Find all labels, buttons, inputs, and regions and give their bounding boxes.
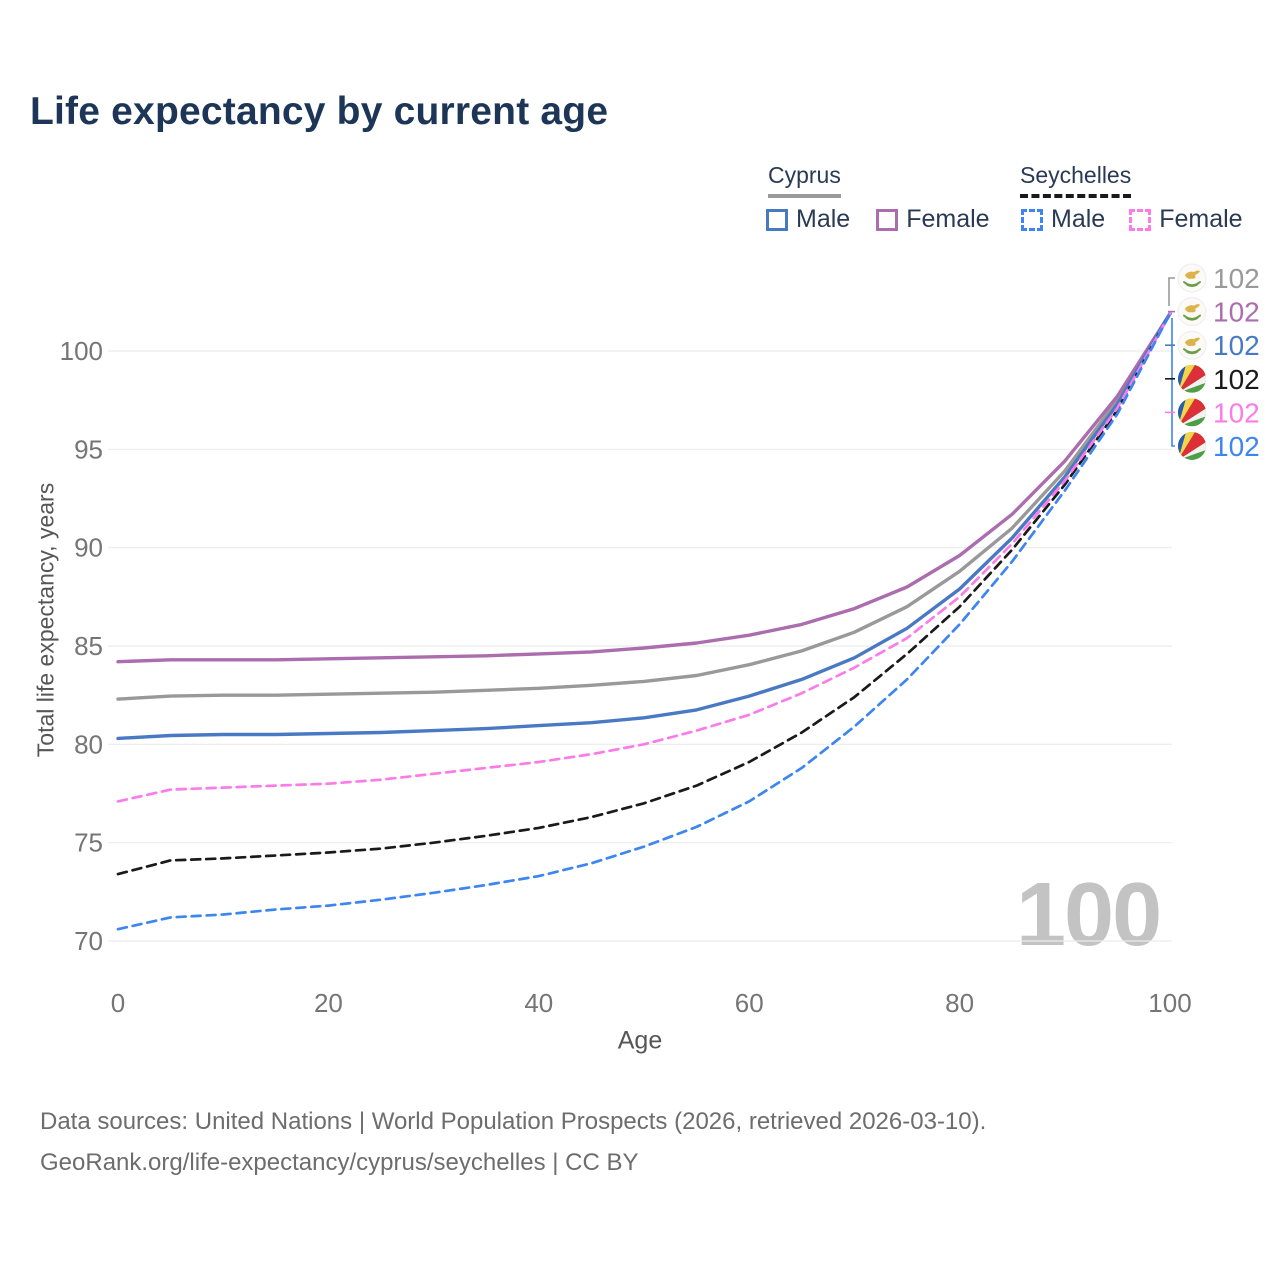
legend-group-seychelles-label: Seychelles: [1020, 162, 1132, 188]
footer-attribution: GeoRank.org/life-expectancy/cyprus/seych…: [40, 1149, 639, 1176]
series-line-cyprus-male[interactable]: [116, 311, 1172, 741]
seychelles-flag-icon: [1178, 432, 1206, 460]
legend-group-cyprus-label: Cyprus: [768, 162, 841, 188]
seychelles-male-swatch-icon: [1021, 208, 1043, 231]
end-label-2[interactable]: 102: [1177, 330, 1260, 361]
legend-item-seychelles-female[interactable]: Female: [1129, 205, 1243, 234]
series-line-cyprus-female[interactable]: [116, 311, 1172, 664]
x-axis-title: Age: [617, 1026, 663, 1055]
legend-item-cyprus-female[interactable]: Female: [876, 205, 990, 234]
legend-group-cyprus[interactable]: Cyprus: [768, 162, 841, 198]
cyprus-flag-icon: [1177, 263, 1207, 293]
x-tick-60: 60: [735, 988, 764, 1018]
end-label-value-3: 102: [1213, 364, 1260, 395]
cyprus-flag-icon: [1177, 296, 1207, 327]
cyprus-male-swatch-icon: [766, 208, 788, 231]
seychelles-flag-icon: [1178, 398, 1206, 426]
series-line-seychelles-total[interactable]: [116, 312, 1172, 876]
legend-item-cyprus-male-label: Male: [796, 205, 851, 233]
x-tick-0: 0: [111, 988, 125, 1018]
legend-item-cyprus-male[interactable]: Male: [766, 205, 850, 234]
y-tick-100: 100: [60, 336, 103, 366]
legend-group-seychelles[interactable]: Seychelles: [1020, 162, 1132, 198]
y-tick-95: 95: [74, 434, 103, 464]
seychelles-flag-icon: [1178, 365, 1206, 393]
legend-item-seychelles-male-label: Male: [1051, 205, 1106, 233]
series-line-seychelles-male[interactable]: [116, 312, 1172, 931]
y-tick-70: 70: [74, 926, 103, 956]
end-label-value-2: 102: [1213, 330, 1260, 361]
end-label-5[interactable]: 102: [1178, 431, 1260, 462]
y-tick-90: 90: [74, 533, 103, 563]
end-label-1[interactable]: 102: [1177, 296, 1260, 328]
legend-item-seychelles-male[interactable]: Male: [1021, 205, 1105, 234]
series-line-cyprus-total[interactable]: [116, 311, 1172, 701]
page-title: Life expectancy by current age: [30, 90, 609, 133]
legend-item-seychelles-female-label: Female: [1159, 205, 1243, 233]
legend-item-cyprus-female-label: Female: [906, 205, 990, 233]
y-tick-75: 75: [74, 828, 103, 858]
leader-line-0: [1168, 277, 1175, 306]
x-tick-80: 80: [945, 988, 974, 1018]
cyprus-female-swatch-icon: [876, 208, 899, 231]
end-label-value-4: 102: [1213, 397, 1260, 428]
series-line-seychelles-female[interactable]: [116, 312, 1172, 803]
seychelles-female-swatch-icon: [1129, 208, 1152, 231]
end-label-0[interactable]: 102: [1177, 263, 1260, 294]
x-tick-100: 100: [1148, 988, 1191, 1018]
end-label-4[interactable]: 102: [1178, 397, 1260, 428]
end-label-value-1: 102: [1213, 297, 1260, 328]
y-tick-85: 85: [74, 631, 103, 661]
leader-bracket: [1171, 318, 1175, 447]
legend-items-cyprus: Male Female: [766, 205, 990, 234]
x-tick-20: 20: [314, 988, 343, 1018]
end-label-value-0: 102: [1213, 263, 1260, 294]
end-label-value-5: 102: [1213, 431, 1260, 462]
x-tick-40: 40: [524, 988, 553, 1018]
cyprus-flag-icon: [1177, 330, 1207, 361]
y-tick-80: 80: [74, 729, 103, 759]
legend-items-seychelles: Male Female: [1021, 205, 1243, 234]
footer-data-sources: Data sources: United Nations | World Pop…: [40, 1108, 987, 1135]
current-age-watermark: 100: [1016, 865, 1162, 965]
end-label-3[interactable]: 102: [1178, 364, 1260, 395]
